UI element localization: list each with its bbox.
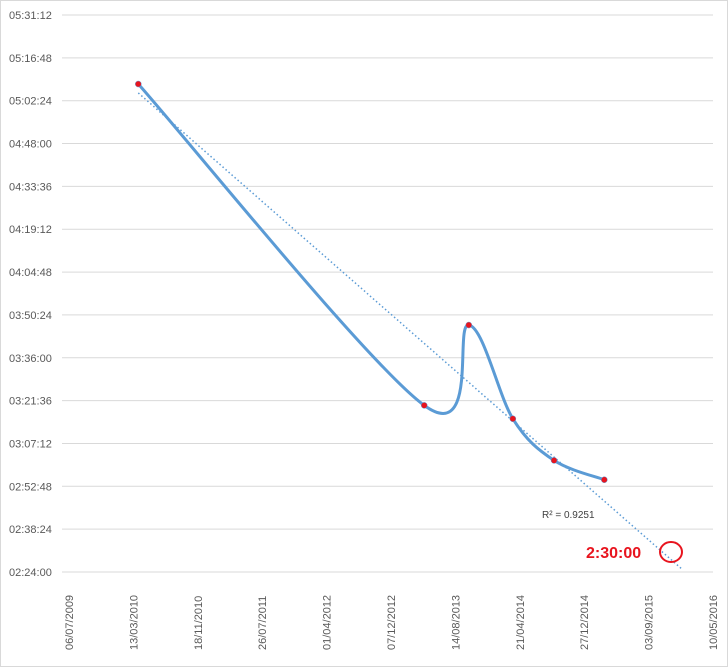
- data-point-marker: [465, 321, 473, 329]
- data-point-marker: [601, 476, 608, 484]
- y-tick-label: 04:33:36: [9, 181, 52, 193]
- x-tick-label: 07/12/2012: [386, 595, 398, 650]
- x-tick-label: 27/12/2014: [579, 595, 591, 650]
- x-tick-label: 13/03/2010: [128, 595, 140, 650]
- y-tick-label: 05:31:12: [9, 10, 52, 22]
- y-tick-label: 04:48:00: [9, 139, 52, 151]
- annotation-label: 2:30:00: [586, 545, 641, 562]
- data-markers: [135, 80, 608, 484]
- y-tick-label: 02:24:00: [9, 567, 52, 579]
- y-axis-labels: 05:31:12 05:16:48 05:02:24 04:48:00 04:33:36…: [9, 10, 52, 579]
- x-axis-labels: 06/07/2009 13/03/2010 18/11/2010 26/07/2011…: [64, 595, 720, 650]
- data-point-marker: [550, 457, 558, 464]
- y-tick-label: 03:36:00: [9, 353, 52, 365]
- series-line: [136, 82, 606, 482]
- gridlines: [62, 14, 713, 573]
- y-tick-label: 02:52:48: [9, 481, 52, 493]
- x-tick-label: 03/09/2015: [644, 595, 656, 650]
- y-tick-label: 05:02:24: [9, 96, 52, 108]
- x-tick-label: 01/04/2012: [322, 595, 334, 650]
- y-tick-label: 04:19:12: [9, 224, 52, 236]
- r-squared-label: R² = 0.9251: [542, 510, 595, 521]
- y-tick-label: 03:21:36: [9, 396, 52, 408]
- y-tick-label: 04:04:48: [9, 267, 52, 279]
- x-tick-label: 10/05/2016: [708, 595, 720, 650]
- annotation-circle: [659, 541, 683, 563]
- y-tick-label: 03:07:12: [9, 438, 52, 450]
- data-point-marker: [420, 402, 428, 409]
- y-tick-label: 02:38:24: [9, 524, 52, 536]
- x-tick-label: 21/04/2014: [515, 595, 527, 650]
- y-tick-label: 03:50:24: [9, 310, 52, 322]
- x-tick-label: 06/07/2009: [64, 595, 76, 650]
- x-tick-label: 18/11/2010: [193, 596, 205, 650]
- x-tick-label: 14/08/2013: [450, 595, 462, 650]
- data-point-marker: [135, 80, 142, 88]
- x-tick-label: 26/07/2011: [257, 596, 269, 650]
- y-tick-label: 05:16:48: [9, 53, 52, 65]
- trendline: [137, 92, 683, 570]
- data-point-marker: [509, 415, 517, 423]
